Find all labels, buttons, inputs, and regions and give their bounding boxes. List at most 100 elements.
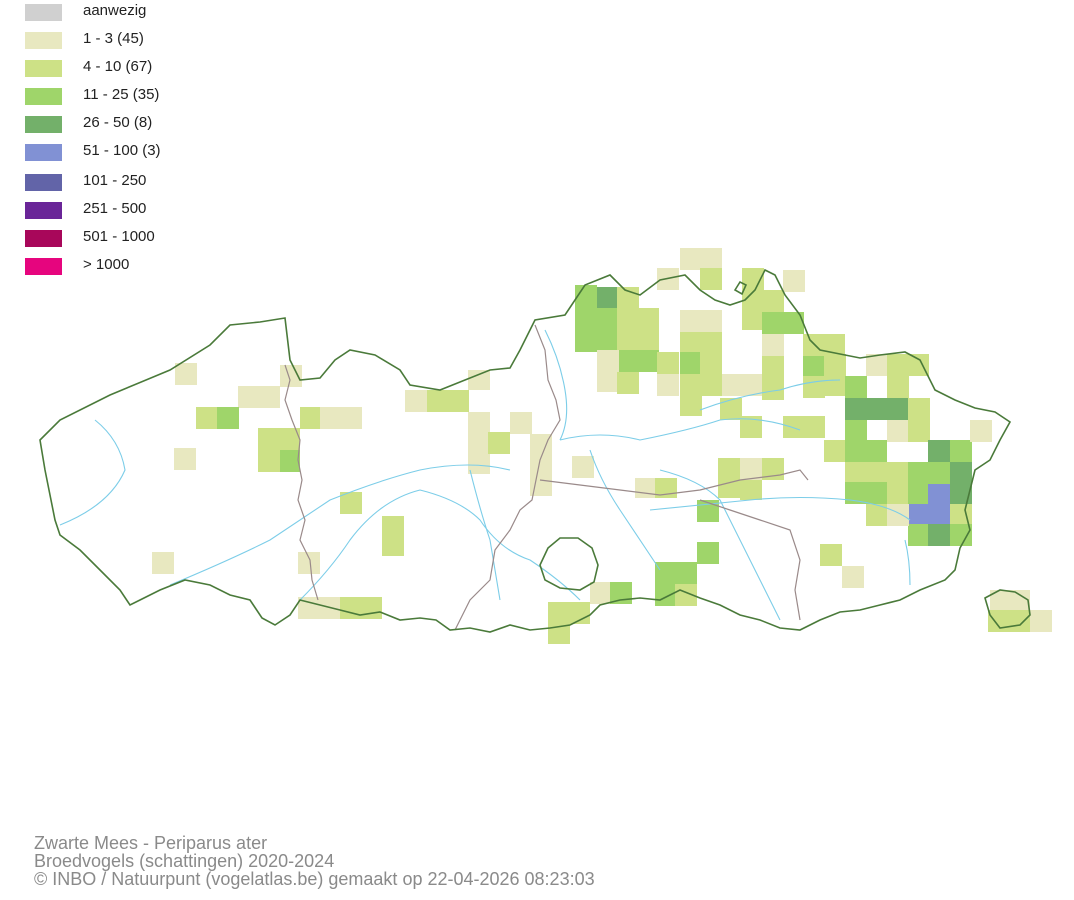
grid-cell <box>762 312 804 334</box>
grid-cell <box>908 398 930 420</box>
grid-cell <box>990 590 1030 612</box>
legend-item: 4 - 10 (67) <box>25 58 325 78</box>
grid-cell <box>887 504 909 526</box>
river-dijle <box>659 469 781 621</box>
legend-label: 501 - 1000 <box>83 228 155 245</box>
grid-cell <box>908 504 950 526</box>
grid-cell <box>820 544 842 566</box>
grid-cell <box>950 440 972 462</box>
grid-cell <box>298 552 320 574</box>
grid-cell <box>845 482 887 504</box>
grid-cell <box>657 374 679 396</box>
grid-cell <box>762 290 784 312</box>
grid-cell <box>845 420 867 442</box>
river-leie <box>169 464 511 586</box>
border-antw-vlb <box>539 469 809 496</box>
grid-cell <box>530 456 552 496</box>
grid-cell <box>655 584 677 606</box>
caption-dataset: Broedvogels (schattingen) 2020-2024 <box>34 851 335 871</box>
grid-cell <box>278 450 300 472</box>
river-schelde <box>299 489 581 601</box>
grid-cell <box>610 582 632 604</box>
legend-item: 101 - 250 <box>25 172 325 192</box>
grid-cell <box>928 484 950 506</box>
grid-cell <box>635 478 657 498</box>
grid-cell <box>575 326 617 352</box>
grid-cell <box>762 458 784 480</box>
grid-cell <box>720 398 742 420</box>
grid-cell <box>196 407 218 429</box>
grid-cell <box>950 462 972 504</box>
grid-cell <box>824 354 846 396</box>
grid-cell <box>950 504 972 526</box>
enclave-baarle <box>733 280 748 296</box>
river-maas <box>904 539 911 586</box>
grid-cell <box>700 268 722 290</box>
grid-cell <box>887 376 909 398</box>
grid-cell <box>762 334 784 356</box>
grid-cell <box>572 456 594 478</box>
river-nete <box>699 379 841 411</box>
legend-item: 1 - 3 (45) <box>25 30 325 50</box>
grid-cell <box>488 432 510 454</box>
grid-cell <box>845 462 909 484</box>
legend-label: 251 - 500 <box>83 200 147 217</box>
river-yzer <box>59 419 126 526</box>
legend-item: 501 - 1000 <box>25 228 325 248</box>
border-wvl-ovl <box>284 364 319 601</box>
grid-cell <box>300 407 322 429</box>
grid-cell <box>700 352 722 374</box>
river-zenne <box>589 449 661 571</box>
legend-swatch <box>25 32 62 49</box>
legend-item: aanwezig <box>25 2 325 22</box>
grid-cell <box>340 597 382 619</box>
grid-cell <box>740 458 762 480</box>
grid-cell <box>340 492 362 514</box>
grid-cell <box>970 420 992 442</box>
grid-cell <box>908 462 950 484</box>
grid-cell <box>680 374 722 396</box>
grid-cell <box>174 448 196 470</box>
grid-cell <box>680 248 722 270</box>
grid-cell <box>908 420 930 442</box>
grid-cell <box>548 602 590 624</box>
grid-cell <box>740 480 762 500</box>
legend-swatch <box>25 60 62 77</box>
grid-cell <box>427 390 469 412</box>
legend-label: 1 - 3 (45) <box>83 30 144 47</box>
grid-cell <box>1030 610 1052 632</box>
grid-cell <box>657 352 679 374</box>
caption-credit: © INBO / Natuurpunt (vogelatlas.be) gema… <box>34 869 595 889</box>
province-borders <box>284 324 809 631</box>
legend-swatch <box>25 230 62 247</box>
legend-item: 11 - 25 (35) <box>25 86 325 106</box>
grid-cell <box>866 354 888 376</box>
border-ovl-antw <box>454 324 561 631</box>
grid-cell <box>950 524 972 546</box>
grid-cell <box>887 482 909 504</box>
grid-cell <box>928 524 950 546</box>
grid-cell <box>762 356 784 378</box>
legend-swatch <box>25 4 62 21</box>
grid-cell <box>908 484 930 506</box>
grid-cell <box>217 407 239 429</box>
grid-cell <box>845 376 867 398</box>
grid-cell <box>320 407 362 429</box>
legend-item: 51 - 100 (3) <box>25 142 325 162</box>
grid-cell <box>590 582 612 604</box>
grid-cell <box>845 398 909 420</box>
grid-cell <box>866 504 888 526</box>
grid-cell <box>152 552 174 574</box>
legend-item: > 1000 <box>25 256 325 276</box>
river-demer <box>649 496 911 521</box>
map-caption: Zwarte Mees - Periparus ater Broedvogels… <box>34 834 595 888</box>
legend-label: aanwezig <box>83 2 147 19</box>
legend-label: 11 - 25 (35) <box>83 86 160 103</box>
country-border <box>39 268 1012 633</box>
legend-label: 4 - 10 (67) <box>83 58 153 75</box>
flanders-outline <box>39 268 1031 633</box>
grid-cell <box>238 386 280 408</box>
grid-cell <box>530 434 552 456</box>
legend-swatch <box>25 144 62 161</box>
